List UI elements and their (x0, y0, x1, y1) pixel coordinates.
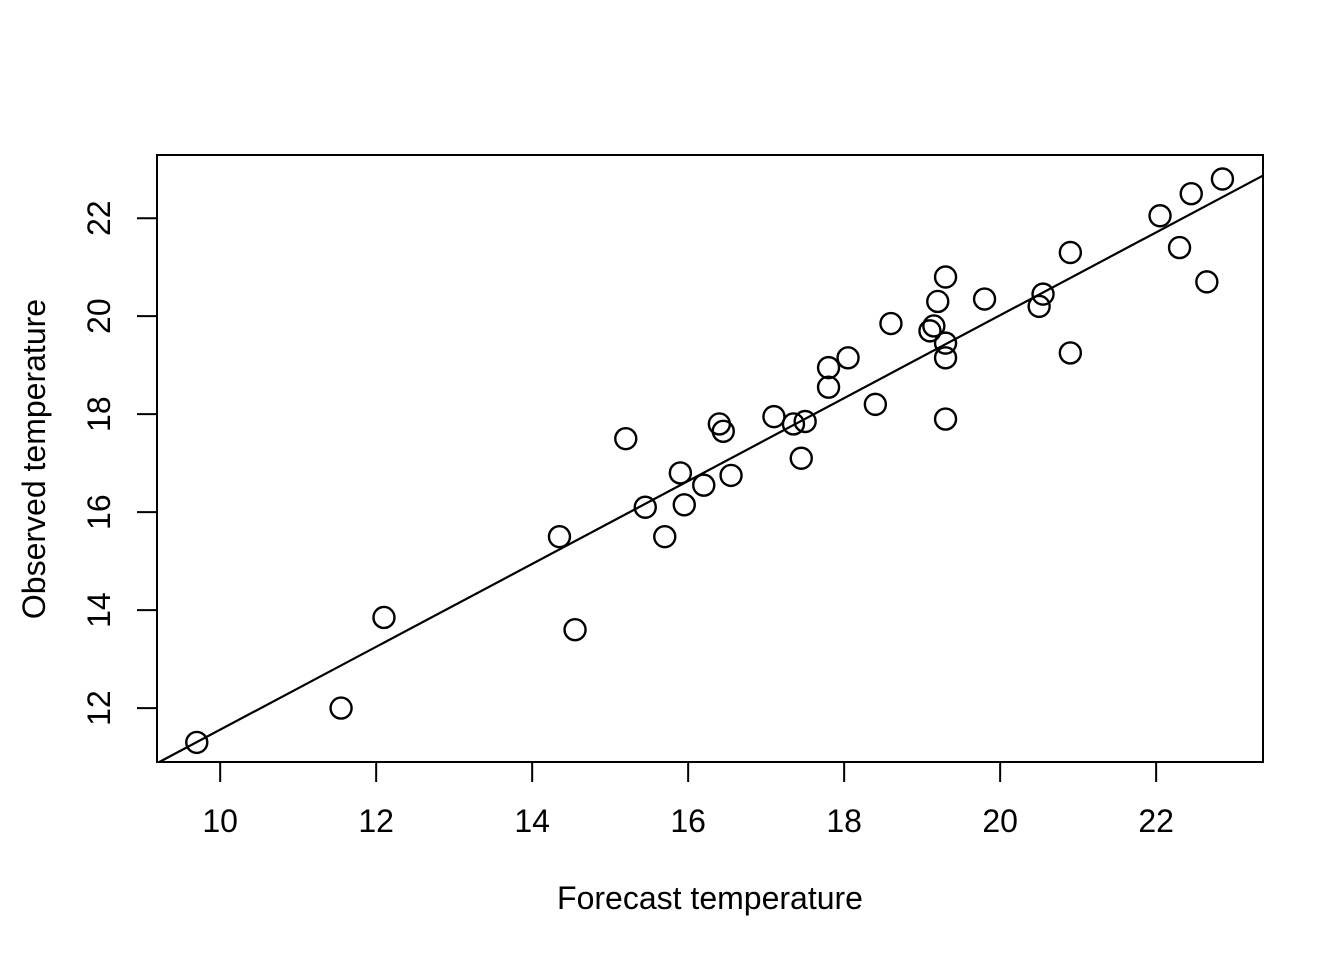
data-point (711, 419, 735, 444)
data-point (1058, 341, 1083, 365)
data-point (719, 463, 743, 488)
data-point (816, 355, 841, 380)
y-tick-label: 18 (81, 396, 117, 432)
data-point (1058, 240, 1083, 265)
data-point (653, 524, 677, 549)
axis-ticks: 10 12 14 16 18 20 22 12 14 16 18 20 22 (81, 200, 1174, 839)
y-tick-label: 14 (81, 592, 117, 628)
x-tick-label: 22 (1138, 803, 1174, 839)
data-point (972, 287, 997, 311)
data-point (185, 730, 209, 755)
data-point (922, 314, 946, 338)
y-tick-label: 22 (81, 200, 117, 236)
plot-border (156, 154, 1264, 763)
data-point (633, 495, 657, 519)
x-tick-label: 10 (202, 803, 238, 839)
data-point (563, 618, 587, 642)
y-tick-label: 20 (81, 298, 117, 334)
x-tick-label: 20 (982, 803, 1018, 839)
data-point (863, 392, 888, 417)
y-tick-label: 16 (81, 494, 117, 530)
data-point (933, 265, 958, 289)
data-point (879, 311, 903, 336)
x-tick-label: 18 (826, 803, 862, 839)
data-point (933, 407, 958, 431)
data-point (1031, 282, 1055, 306)
data-point (1179, 182, 1203, 206)
data-point (933, 346, 958, 370)
data-point (1210, 167, 1235, 191)
fit-line-layer (158, 174, 1264, 763)
data-point (614, 426, 638, 451)
x-tick-label: 14 (514, 803, 550, 839)
data-points-layer (185, 167, 1235, 755)
data-point (793, 409, 817, 434)
x-tick-label: 16 (670, 803, 706, 839)
data-point (762, 404, 786, 429)
data-point (836, 346, 860, 370)
data-point (547, 524, 572, 549)
data-point (672, 493, 696, 517)
data-point (781, 412, 806, 436)
data-point (1027, 294, 1051, 319)
data-point (926, 289, 950, 314)
data-point (933, 331, 958, 355)
x-axis-title: Forecast temperature (557, 880, 863, 916)
y-axis-title: Observed temperature (16, 299, 52, 619)
data-point (1148, 204, 1172, 228)
data-point (372, 605, 396, 630)
data-point (1167, 235, 1192, 260)
fit-line (158, 174, 1264, 763)
data-point (329, 696, 353, 720)
data-point (789, 446, 813, 470)
data-point (1195, 270, 1219, 294)
data-point (918, 319, 942, 343)
data-point (816, 375, 841, 399)
y-tick-label: 12 (81, 690, 117, 726)
data-point (668, 461, 693, 485)
x-tick-label: 12 (358, 803, 394, 839)
data-point (692, 473, 716, 497)
